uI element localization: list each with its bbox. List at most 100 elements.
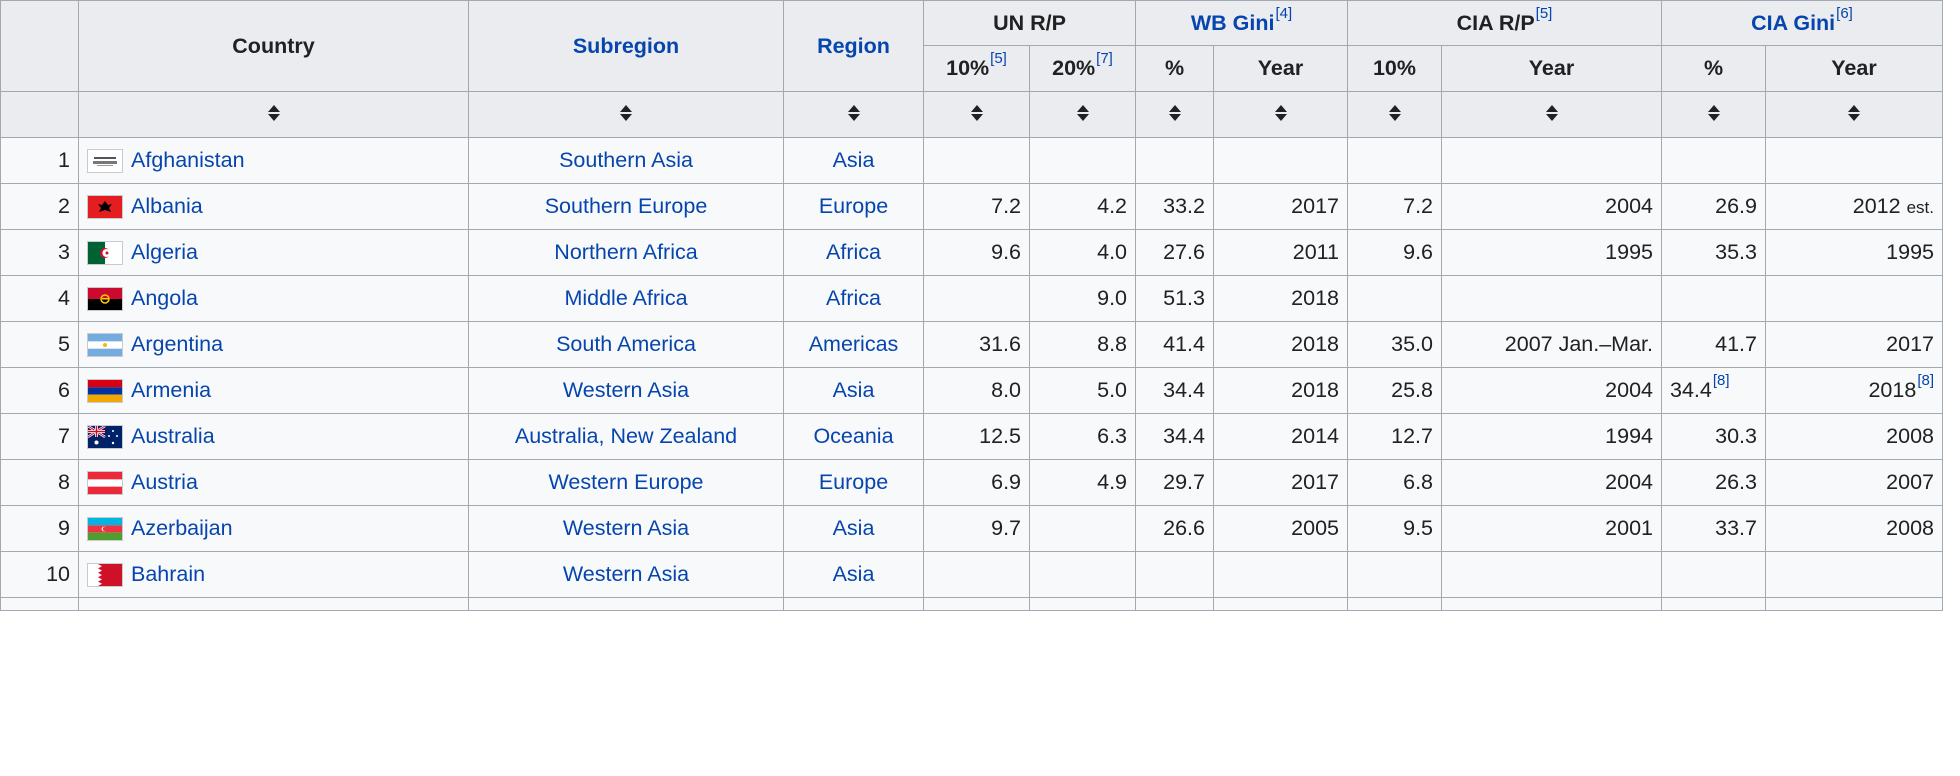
subregion-link[interactable]: Western Asia [562,516,690,540]
ciag-year-cell: 2008 [1765,413,1943,460]
ciag-pct-cell-value: 41.7 [1715,332,1757,356]
sort-icon[interactable] [847,105,860,121]
ciag-year-cell: 2017 [1765,321,1943,368]
sort-button-cia-year[interactable] [1441,91,1662,138]
cia-10-cell: 6.8 [1347,459,1442,506]
sort-icon[interactable] [1168,105,1181,121]
subregion-cell: Western Asia [468,551,784,598]
un-10-ref-link[interactable]: [5] [990,50,1007,67]
sort-icon[interactable] [1848,105,1860,121]
reference-link[interactable]: [8] [1917,372,1934,389]
country-link[interactable]: Armenia [131,377,212,402]
country-cell: Bahrain [78,551,469,598]
un-20-cell-value: 9.0 [1097,286,1127,310]
subregion-cell: Australia, New Zealand [468,413,784,460]
ciag-pct-cell: 26.3 [1661,459,1766,506]
un-20-ref-link[interactable]: [7] [1096,50,1113,67]
wb-gini-ref-link[interactable]: [4] [1275,4,1293,22]
region-header-link[interactable]: Region [817,33,890,58]
sort-icon[interactable] [970,105,983,121]
country-link[interactable]: Australia [131,423,215,448]
wb-gini-link[interactable]: WB Gini [1190,10,1275,35]
un-10-cell-value: 9.7 [991,516,1021,540]
subregion-link[interactable]: Australia, New Zealand [514,424,738,448]
sort-icon[interactable] [1388,105,1401,121]
region-link[interactable]: Africa [826,286,881,310]
country-link[interactable]: Argentina [131,331,224,356]
country-link[interactable]: Angola [131,285,198,310]
empty-cell [1347,597,1442,611]
subregion-link[interactable]: Southern Europe [544,194,708,218]
sort-button-cia-10[interactable] [1347,91,1442,138]
wb-pct-cell: 33.2 [1135,183,1214,230]
wb-pct-label: % [1164,56,1185,80]
sort-icon[interactable] [267,105,280,121]
region-link[interactable]: Asia [832,148,875,172]
wb-pct-cell-value: 29.7 [1163,470,1205,494]
table-row: 10 Bahrain Western Asia Asia [0,551,1943,598]
sort-button-ciag-year[interactable] [1765,91,1943,138]
un-10-cell-value: 9.6 [991,240,1021,264]
country-cell: Angola [78,275,469,322]
wb-pct-cell: 51.3 [1135,275,1214,322]
un-10-cell-value: 12.5 [979,424,1021,448]
region-link[interactable]: Oceania [813,424,894,448]
sort-icon[interactable] [1707,105,1720,121]
reference-link[interactable]: [8] [1712,372,1730,389]
region-link[interactable]: Asia [832,516,875,540]
sort-button-subregion[interactable] [468,91,784,138]
un-10-header: 10%[5] [923,45,1030,92]
un-10-cell [923,275,1030,322]
sort-button-wb-year[interactable] [1213,91,1348,138]
cia-gini-link[interactable]: CIA Gini [1751,10,1836,35]
region-link[interactable]: Africa [826,240,881,264]
region-link[interactable]: Europe [818,470,889,494]
subregion-link[interactable]: Northern Africa [554,240,698,264]
wb-year-cell: 2018 [1213,367,1348,414]
rank-cell: 7 [0,413,79,460]
subregion-link[interactable]: Western Asia [562,378,690,402]
un-20-cell [1029,505,1136,552]
sort-icon[interactable] [1076,105,1089,121]
cia-10-cell: 25.8 [1347,367,1442,414]
region-cell: Europe [783,183,924,230]
un-20-cell-value: 6.3 [1097,424,1127,448]
sort-button-region[interactable] [783,91,924,138]
subregion-cell: South America [468,321,784,368]
country-cell: Algeria [78,229,469,276]
cia-rp-ref-link[interactable]: [5] [1535,4,1553,22]
ciag-year-cell-value: 1995 [1886,240,1934,264]
subregion-link[interactable]: Western Europe [548,470,704,494]
ciag-pct-cell: 33.7 [1661,505,1766,552]
country-link[interactable]: Afghanistan [131,147,245,172]
subregion-link[interactable]: Middle Africa [564,286,688,310]
country-link[interactable]: Algeria [131,239,198,264]
region-link[interactable]: Asia [832,562,875,586]
bahrain-flag-icon [88,564,122,587]
country-link[interactable]: Azerbaijan [131,515,233,540]
sort-button-country[interactable] [78,91,469,138]
sort-icon[interactable] [1274,105,1287,121]
region-link[interactable]: Asia [832,378,875,402]
country-link[interactable]: Albania [131,193,203,218]
cia-year-cell: 2004 [1441,367,1662,414]
region-cell: Asia [783,551,924,598]
subregion-link[interactable]: Western Asia [562,562,690,586]
sort-button-un-20[interactable] [1029,91,1136,138]
region-cell: Africa [783,275,924,322]
country-link[interactable]: Bahrain [131,561,206,586]
sort-button-wb-pct[interactable] [1135,91,1214,138]
sort-icon[interactable] [1545,105,1558,121]
sort-button-un-10[interactable] [923,91,1030,138]
country-link[interactable]: Austria [131,469,198,494]
sort-button-ciag-pct[interactable] [1661,91,1766,138]
cia-10-cell [1347,275,1442,322]
ciag-pct-cell [1661,137,1766,184]
subregion-header-link[interactable]: Subregion [572,33,680,58]
region-link[interactable]: Americas [808,332,899,356]
subregion-link[interactable]: Southern Asia [559,148,693,172]
sort-icon[interactable] [620,105,632,121]
cia-gini-ref-link[interactable]: [6] [1836,4,1853,22]
subregion-link[interactable]: South America [556,332,696,356]
region-link[interactable]: Europe [818,194,889,218]
